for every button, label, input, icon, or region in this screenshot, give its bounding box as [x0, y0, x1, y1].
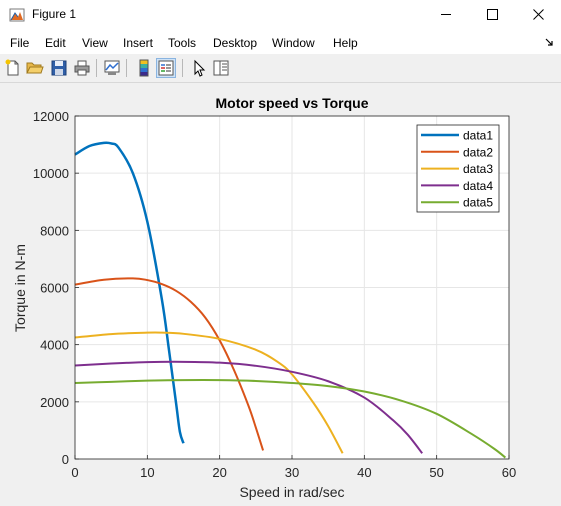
- menu-view[interactable]: View: [82, 36, 108, 50]
- insert-legend-button[interactable]: [156, 58, 176, 78]
- x-axis-label: Speed in rad/sec: [239, 484, 344, 500]
- legend-label: data2: [463, 145, 493, 159]
- matlab-figure-icon: [9, 8, 25, 22]
- y-tick-label: 12000: [33, 109, 69, 124]
- property-inspector-button[interactable]: [211, 58, 231, 78]
- legend-label: data3: [463, 162, 493, 176]
- link-plot-icon: [104, 60, 120, 75]
- menu-file[interactable]: File: [10, 36, 30, 50]
- x-tick-label: 10: [140, 465, 154, 480]
- property-inspector-icon: [213, 60, 229, 76]
- series-line-data1: [74, 141, 185, 444]
- series-line-data3: [74, 331, 344, 454]
- new-figure-icon: [5, 59, 19, 76]
- menu-bar: File Edit View Insert Tools Desktop Wind…: [0, 30, 561, 54]
- edit-plot-button[interactable]: [189, 58, 209, 78]
- toolbar: [0, 54, 561, 83]
- x-axis-ticks: 0 10 20 30 40 50 60: [71, 455, 516, 480]
- legend-label: data4: [463, 179, 493, 193]
- y-tick-label: 8000: [40, 223, 69, 238]
- series-line-data4: [74, 360, 423, 454]
- minimize-button[interactable]: [423, 0, 469, 30]
- legend-icon: [158, 60, 174, 76]
- minimize-icon: [441, 14, 451, 15]
- y-axis-ticks: 0 2000 4000 6000 8000 10000 12000: [33, 109, 79, 467]
- x-tick-label: 40: [357, 465, 371, 480]
- menu-help[interactable]: Help: [333, 36, 358, 50]
- legend[interactable]: data1 data2 data3 data4 data5: [416, 124, 500, 213]
- series-line-data5: [74, 379, 507, 459]
- chart-title: Motor speed vs Torque: [216, 95, 369, 111]
- y-tick-label: 10000: [33, 166, 69, 181]
- x-tick-label: 50: [429, 465, 443, 480]
- link-plot-button[interactable]: [102, 58, 122, 78]
- window-title: Figure 1: [32, 7, 77, 21]
- y-tick-label: 0: [62, 452, 69, 467]
- close-icon: [533, 9, 544, 20]
- y-tick-label: 4000: [40, 338, 69, 353]
- print-button[interactable]: [72, 58, 92, 78]
- title-bar: Figure 1: [0, 0, 561, 30]
- toolbar-separator: [126, 59, 127, 77]
- x-tick-label: 20: [212, 465, 226, 480]
- close-button[interactable]: [515, 0, 561, 30]
- y-tick-label: 6000: [40, 281, 69, 296]
- colorbar-icon: [139, 59, 149, 77]
- open-folder-icon: [26, 62, 44, 74]
- new-figure-button[interactable]: [3, 58, 23, 78]
- save-icon: [51, 60, 67, 76]
- edit-plot-arrow-icon: [194, 59, 206, 77]
- toolbar-separator: [96, 59, 97, 77]
- open-file-button[interactable]: [25, 58, 45, 78]
- plot-lines: [74, 141, 507, 459]
- toolbar-separator: [182, 59, 183, 77]
- save-button[interactable]: [49, 58, 69, 78]
- menu-tools[interactable]: Tools: [168, 36, 197, 50]
- series-line-data2: [74, 277, 265, 451]
- y-tick-label: 2000: [40, 395, 69, 410]
- maximize-icon: [487, 9, 498, 20]
- x-tick-label: 0: [71, 465, 78, 480]
- insert-colorbar-button[interactable]: [134, 58, 154, 78]
- figure-canvas: 0 10 20 30 40 50 60 0 2000 4000 6000 8000 10000 1200…: [0, 83, 561, 506]
- print-icon: [74, 60, 90, 76]
- y-axis-label: Torque in N-m: [12, 244, 28, 332]
- menu-desktop[interactable]: Desktop: [213, 36, 258, 50]
- menu-edit[interactable]: Edit: [45, 36, 66, 50]
- menu-insert[interactable]: Insert: [123, 36, 154, 50]
- maximize-button[interactable]: [469, 0, 515, 30]
- menu-window[interactable]: Window: [272, 36, 315, 50]
- legend-label: data5: [463, 196, 493, 210]
- legend-label: data1: [463, 129, 493, 143]
- dock-arrow-icon[interactable]: [545, 38, 554, 47]
- x-tick-label: 60: [502, 465, 516, 480]
- x-tick-label: 30: [285, 465, 299, 480]
